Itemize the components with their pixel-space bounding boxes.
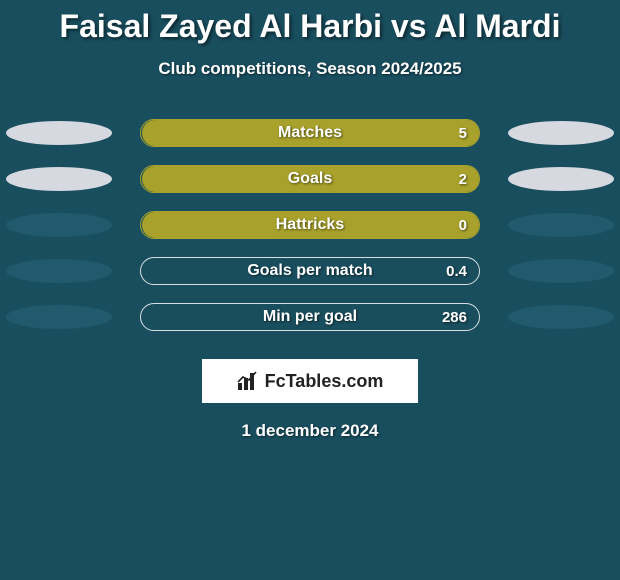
left-oval	[6, 121, 112, 145]
stat-bar-fill	[142, 166, 479, 192]
stat-row: Hattricks0	[0, 211, 620, 239]
branding-text: FcTables.com	[265, 371, 384, 392]
stat-value: 0.4	[446, 258, 467, 284]
left-oval	[6, 213, 112, 237]
stat-value: 0	[459, 212, 467, 238]
stat-row: Min per goal286	[0, 303, 620, 331]
stat-label: Goals per match	[141, 258, 479, 284]
right-oval	[508, 121, 614, 145]
stats-list: Matches5Goals2Hattricks0Goals per match0…	[0, 119, 620, 331]
stat-label: Min per goal	[141, 304, 479, 330]
stat-value: 286	[442, 304, 467, 330]
stat-bar: Hattricks0	[140, 211, 480, 239]
right-oval	[508, 259, 614, 283]
stat-row: Matches5	[0, 119, 620, 147]
page-subtitle: Club competitions, Season 2024/2025	[0, 59, 620, 79]
page-title: Faisal Zayed Al Harbi vs Al Mardi	[0, 8, 620, 45]
left-oval	[6, 167, 112, 191]
right-oval	[508, 305, 614, 329]
stat-bar: Goals2	[140, 165, 480, 193]
right-oval	[508, 167, 614, 191]
stat-bar: Min per goal286	[140, 303, 480, 331]
stat-bar: Matches5	[140, 119, 480, 147]
left-oval	[6, 259, 112, 283]
stat-bar-fill	[142, 212, 479, 238]
stat-row: Goals2	[0, 165, 620, 193]
branding-badge: FcTables.com	[202, 359, 418, 403]
stat-value: 5	[459, 120, 467, 146]
left-oval	[6, 305, 112, 329]
stat-bar: Goals per match0.4	[140, 257, 480, 285]
stat-row: Goals per match0.4	[0, 257, 620, 285]
comparison-card: Faisal Zayed Al Harbi vs Al Mardi Club c…	[0, 0, 620, 441]
right-oval	[508, 213, 614, 237]
date-stamp: 1 december 2024	[0, 421, 620, 441]
stat-bar-fill	[142, 120, 479, 146]
stat-value: 2	[459, 166, 467, 192]
chart-icon	[237, 371, 259, 391]
